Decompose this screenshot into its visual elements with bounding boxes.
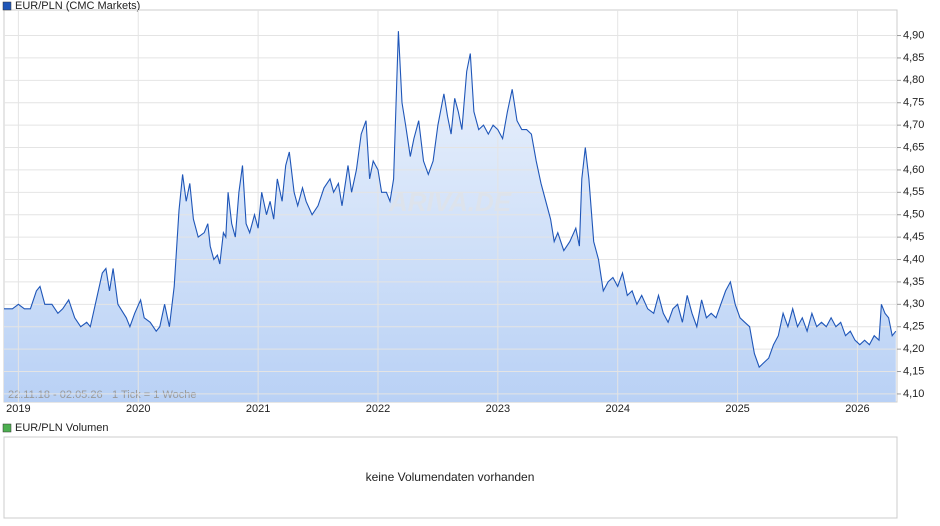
volume-message: keine Volumendaten vorhanden xyxy=(366,470,535,484)
volume-frame xyxy=(3,436,898,519)
x-tick-label: 2024 xyxy=(605,403,629,415)
y-tick-label: 4,85 xyxy=(903,52,924,64)
x-tick-label: 2021 xyxy=(246,403,270,415)
y-tick-label: 4,75 xyxy=(903,97,924,109)
x-tick-label: 2025 xyxy=(725,403,749,415)
y-tick-label: 4,40 xyxy=(903,253,924,265)
x-tick-label: 2020 xyxy=(126,403,150,415)
y-tick-label: 4,50 xyxy=(903,209,924,221)
legend-swatch xyxy=(2,1,12,11)
y-tick-label: 4,65 xyxy=(903,141,924,153)
volume-legend: EUR/PLN Volumen xyxy=(15,422,109,434)
tick-note: 1 Tick = 1 Woche xyxy=(112,389,196,401)
x-tick-label: 2023 xyxy=(486,403,510,415)
y-tick-label: 4,45 xyxy=(903,231,924,243)
price-line xyxy=(4,31,897,369)
y-tick-label: 4,80 xyxy=(903,74,924,86)
y-tick-label: 4,35 xyxy=(903,276,924,288)
y-tick-label: 4,90 xyxy=(903,29,924,41)
y-tick-label: 4,15 xyxy=(903,365,924,377)
x-tick-label: 2019 xyxy=(6,403,30,415)
x-tick-label: 2022 xyxy=(366,403,390,415)
volume-legend-swatch xyxy=(2,423,12,433)
y-tick-label: 4,70 xyxy=(903,119,924,131)
watermark: ARIVA.DE xyxy=(388,187,512,217)
y-tick-label: 4,55 xyxy=(903,186,924,198)
y-tick-label: 4,10 xyxy=(903,388,924,400)
y-tick-label: 4,60 xyxy=(903,164,924,176)
y-tick-label: 4,20 xyxy=(903,343,924,355)
legend-label: EUR/PLN (CMC Markets) xyxy=(15,0,140,12)
y-tick-label: 4,30 xyxy=(903,298,924,310)
x-tick-label: 2026 xyxy=(845,403,869,415)
date-range: 22.11.18 - 02.05.26 xyxy=(8,389,103,401)
y-tick-label: 4,25 xyxy=(903,321,924,333)
